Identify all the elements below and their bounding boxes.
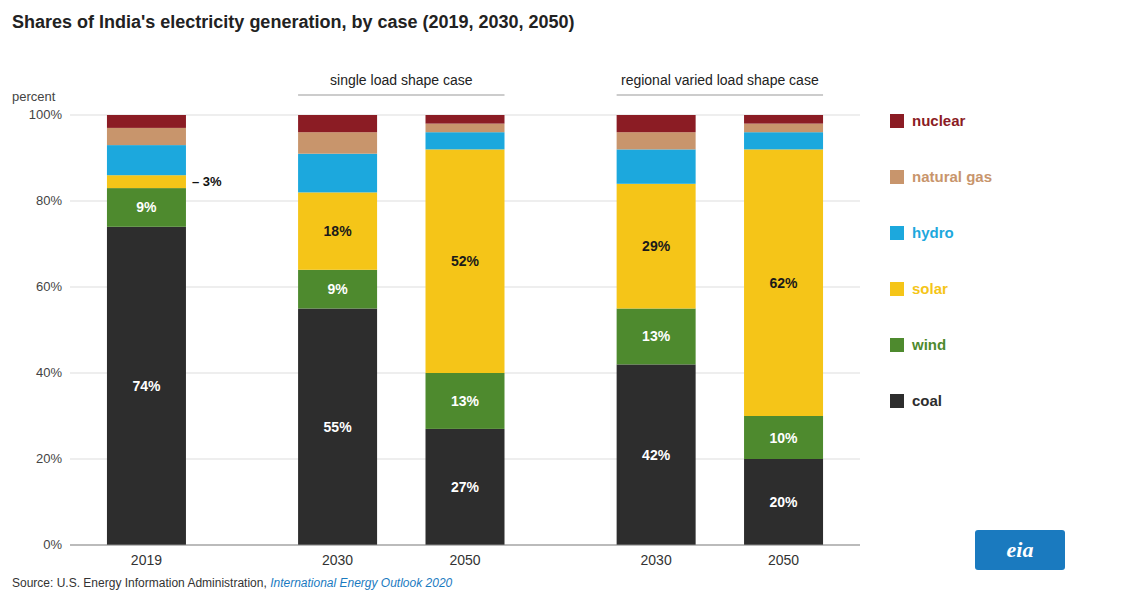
legend-swatch — [890, 170, 904, 184]
data-label: 74% — [132, 378, 161, 394]
legend-swatch — [890, 338, 904, 352]
bar-segment — [298, 192, 377, 269]
data-label: 42% — [642, 447, 671, 463]
source-publication: International Energy Outlook 2020 — [270, 576, 452, 590]
y-tick-label: 80% — [36, 193, 62, 208]
bar-segment — [744, 132, 823, 149]
bars — [107, 115, 823, 545]
bar-segment — [744, 459, 823, 545]
bar-segment — [744, 124, 823, 133]
bar-segment — [107, 188, 186, 227]
legend-swatch — [890, 282, 904, 296]
group-bracket — [617, 95, 823, 96]
legend-entry: hydro — [912, 224, 954, 241]
bar-segment — [744, 149, 823, 416]
y-tick-label: 40% — [36, 365, 62, 380]
legend-swatch — [890, 114, 904, 128]
bar-segment — [107, 115, 186, 128]
data-label: 27% — [451, 479, 480, 495]
data-label: 13% — [642, 328, 671, 344]
annotation: – 3% — [192, 174, 222, 189]
bar-segment — [298, 270, 377, 309]
bar-segment — [426, 124, 505, 133]
bar-segment — [426, 149, 505, 373]
title: Shares of India's electricity generation… — [12, 12, 575, 32]
bar-segment — [107, 128, 186, 145]
bar-segment — [617, 364, 696, 545]
logo: eia — [1007, 537, 1034, 562]
legend-entry: solar — [912, 280, 948, 297]
bar-segment — [744, 416, 823, 459]
data-labels: 74% 55% 27% 42% 20% 9% 9% 13% 13% 10% 18% 52% 29% 62% — [132, 199, 798, 510]
data-label: 13% — [451, 393, 480, 409]
data-label: 9% — [136, 199, 157, 215]
bar-segment — [107, 227, 186, 545]
bar-segment — [426, 373, 505, 429]
bar-segment — [107, 145, 186, 175]
legend-entry: natural gas — [912, 168, 992, 185]
legend-entry: nuclear — [912, 112, 966, 129]
data-label: 55% — [324, 419, 353, 435]
data-label: 29% — [642, 238, 671, 254]
y-tick-label: 100% — [29, 107, 63, 122]
bar-segment — [298, 154, 377, 193]
x-tick-label: 2050 — [768, 552, 799, 568]
source: Source: U.S. Energy Information Administ… — [12, 576, 453, 590]
data-label: 9% — [327, 281, 348, 297]
grid-line — [70, 545, 860, 546]
grid — [70, 115, 860, 545]
legend-swatch — [890, 226, 904, 240]
chart: Shares of India's electricity generation… — [0, 0, 1123, 597]
bar-segment — [426, 115, 505, 124]
bar-segment — [617, 149, 696, 183]
legend: nuclear natural gas hydro solar wind coal — [890, 112, 992, 409]
bar-segment — [617, 309, 696, 365]
x-tick-label: 2050 — [449, 552, 480, 568]
x-tick-label: 2030 — [641, 552, 672, 568]
x-tick-label: 2030 — [322, 552, 353, 568]
bar-segment — [617, 132, 696, 149]
legend-swatch — [890, 394, 904, 408]
data-label: 62% — [770, 275, 799, 291]
bar-segment — [426, 429, 505, 545]
data-label: 18% — [324, 223, 353, 239]
data-label: 20% — [770, 494, 799, 510]
x-tick-label: 2019 — [131, 552, 162, 568]
bar-segment — [107, 175, 186, 188]
bar-segment — [744, 115, 823, 124]
bar-segment — [298, 309, 377, 546]
group-label: single load shape case — [330, 72, 473, 88]
bar-segment — [617, 115, 696, 132]
logo-box — [975, 530, 1065, 570]
legend-entry: coal — [912, 392, 942, 409]
source-text: Source: U.S. Energy Information Administ… — [12, 576, 270, 590]
y-axis-label: percent — [12, 89, 56, 104]
group-bracket — [298, 95, 504, 96]
bar-segment — [298, 115, 377, 132]
legend-entry: wind — [911, 336, 946, 353]
y-tick-label: 0% — [43, 537, 62, 552]
bar-segment — [426, 132, 505, 149]
group-label: regional varied load shape case — [621, 72, 819, 88]
bar-segment — [617, 184, 696, 309]
y-tick-label: 60% — [36, 279, 62, 294]
y-tick-label: 20% — [36, 451, 62, 466]
data-label: 10% — [770, 430, 799, 446]
data-label: 52% — [451, 253, 480, 269]
x-axis-line — [70, 545, 860, 546]
bar-segment — [298, 132, 377, 154]
